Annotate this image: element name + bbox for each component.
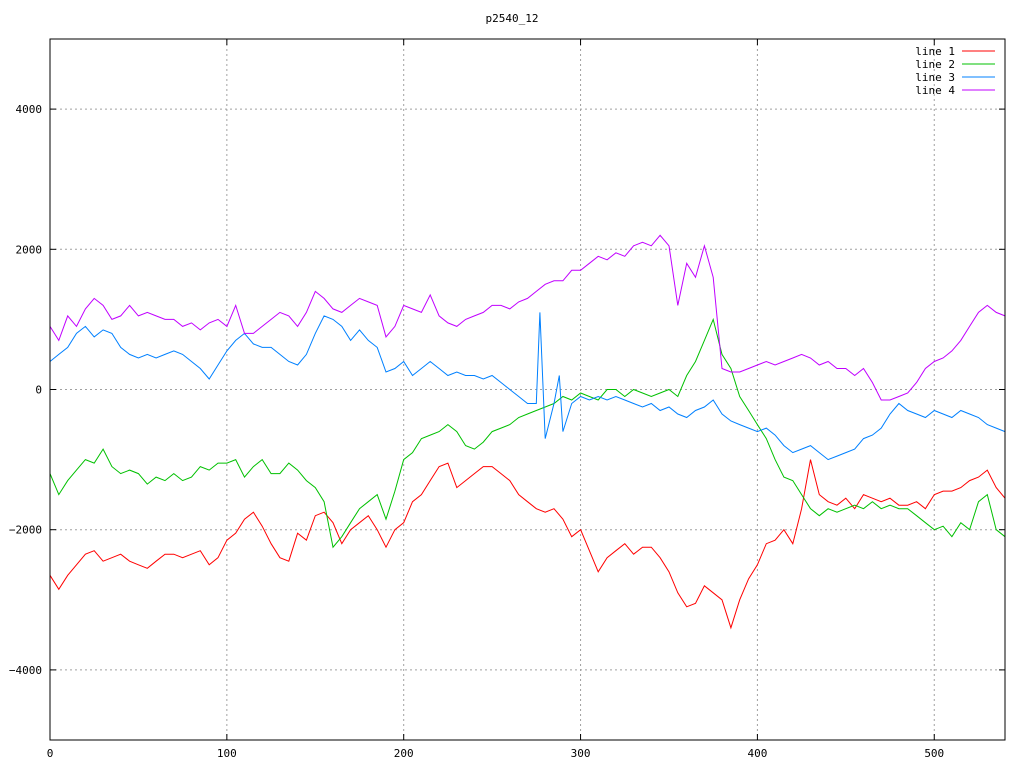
y-tick-label: −4000 — [9, 664, 42, 677]
y-tick-label: −2000 — [9, 524, 42, 537]
x-tick-label: 400 — [747, 747, 767, 760]
grid-lines — [50, 39, 1005, 740]
x-tick-label: 100 — [217, 747, 237, 760]
axis-ticks: 0 100 200 300 400 500 −4000 −2000 0 2000 4000 — [9, 39, 1005, 760]
legend-label: line 2 — [915, 58, 955, 71]
x-tick-label: 300 — [571, 747, 591, 760]
series-line-3 — [49, 312, 1006, 461]
series-line-4 — [49, 234, 1006, 401]
series-layer — [49, 234, 1006, 630]
y-tick-label: 2000 — [16, 243, 43, 256]
x-tick-label: 200 — [394, 747, 414, 760]
y-tick-label: 0 — [35, 384, 42, 397]
x-tick-label: 500 — [924, 747, 944, 760]
series-line-2 — [49, 317, 1006, 549]
legend-label: line 4 — [915, 84, 955, 97]
legend-label: line 1 — [915, 45, 955, 58]
x-tick-label: 0 — [47, 747, 54, 760]
chart-title: p2540_12 — [486, 12, 539, 25]
legend-label: line 3 — [915, 71, 955, 84]
y-tick-label: 4000 — [16, 103, 43, 116]
series-line-1 — [49, 459, 1006, 630]
